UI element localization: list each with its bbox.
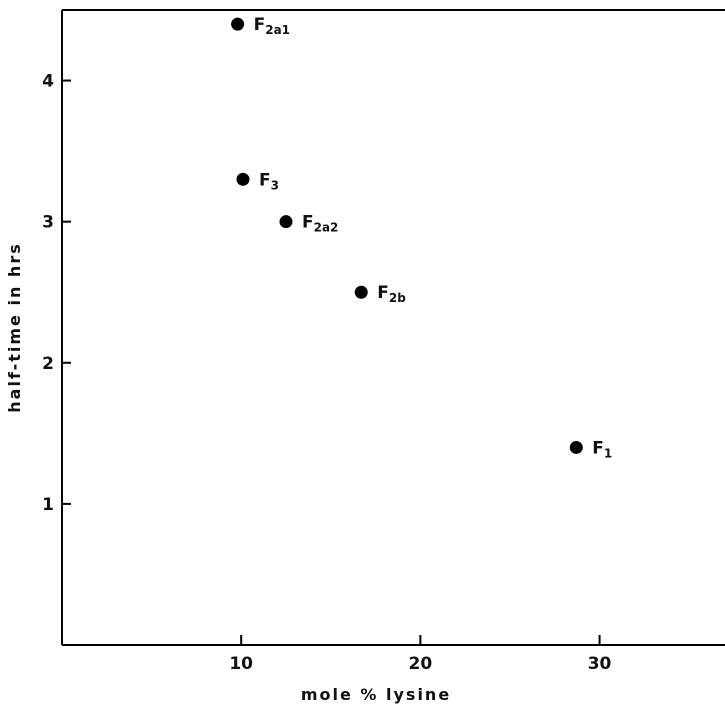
- data-points: F2a1 F3 F2a2 F2b F1: [231, 15, 612, 460]
- data-label-subscript-2: 3: [271, 178, 279, 192]
- data-point-4: [354, 285, 368, 299]
- data-point-2: [236, 172, 250, 186]
- x-axis-title: mole % lysine: [301, 685, 451, 704]
- axes: [61, 9, 725, 646]
- data-point-1: [231, 17, 245, 31]
- data-point-3: [279, 215, 293, 229]
- data-label-3: F2a2: [302, 213, 338, 235]
- y-axis-title: half-time in hrs: [5, 242, 24, 412]
- y-tick-label-4: 4: [42, 72, 54, 92]
- data-label-subscript-5: 1: [604, 446, 612, 460]
- y-tick-label-3: 3: [42, 213, 54, 233]
- x-tick-label-10: 10: [229, 654, 253, 674]
- data-label-subscript-1: 2a1: [265, 23, 290, 37]
- y-tick-label-1: 1: [42, 495, 54, 515]
- data-label-2: F3: [259, 170, 279, 192]
- data-label-5: F1: [592, 438, 612, 460]
- x-tick-label-20: 20: [409, 654, 433, 674]
- data-label-1: F2a1: [254, 15, 290, 37]
- x-tick-label-30: 30: [588, 654, 612, 674]
- ticks: 10 20 30 1 2 3 4: [42, 72, 611, 674]
- data-label-4: F2b: [377, 283, 406, 305]
- y-tick-label-2: 2: [42, 354, 54, 374]
- data-point-5: [569, 440, 583, 454]
- data-label-subscript-3: 2a2: [314, 221, 339, 235]
- data-label-subscript-4: 2b: [389, 291, 406, 305]
